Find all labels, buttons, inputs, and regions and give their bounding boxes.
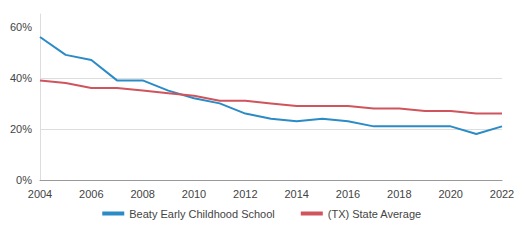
svg-text:2006: 2006 [79,188,103,200]
svg-text:2008: 2008 [130,188,154,200]
svg-text:2010: 2010 [182,188,206,200]
svg-text:0%: 0% [16,174,32,186]
svg-text:2016: 2016 [336,188,360,200]
svg-text:40%: 40% [10,72,32,84]
svg-text:Beaty Early Childhood School: Beaty Early Childhood School [129,208,275,220]
svg-text:2014: 2014 [284,188,308,200]
svg-text:20%: 20% [10,123,32,135]
svg-text:2012: 2012 [233,188,257,200]
svg-text:2022: 2022 [490,188,514,200]
svg-text:2020: 2020 [438,188,462,200]
svg-text:60%: 60% [10,21,32,33]
svg-text:2018: 2018 [387,188,411,200]
svg-text:2004: 2004 [28,188,52,200]
svg-text:(TX) State Average: (TX) State Average [328,208,421,220]
